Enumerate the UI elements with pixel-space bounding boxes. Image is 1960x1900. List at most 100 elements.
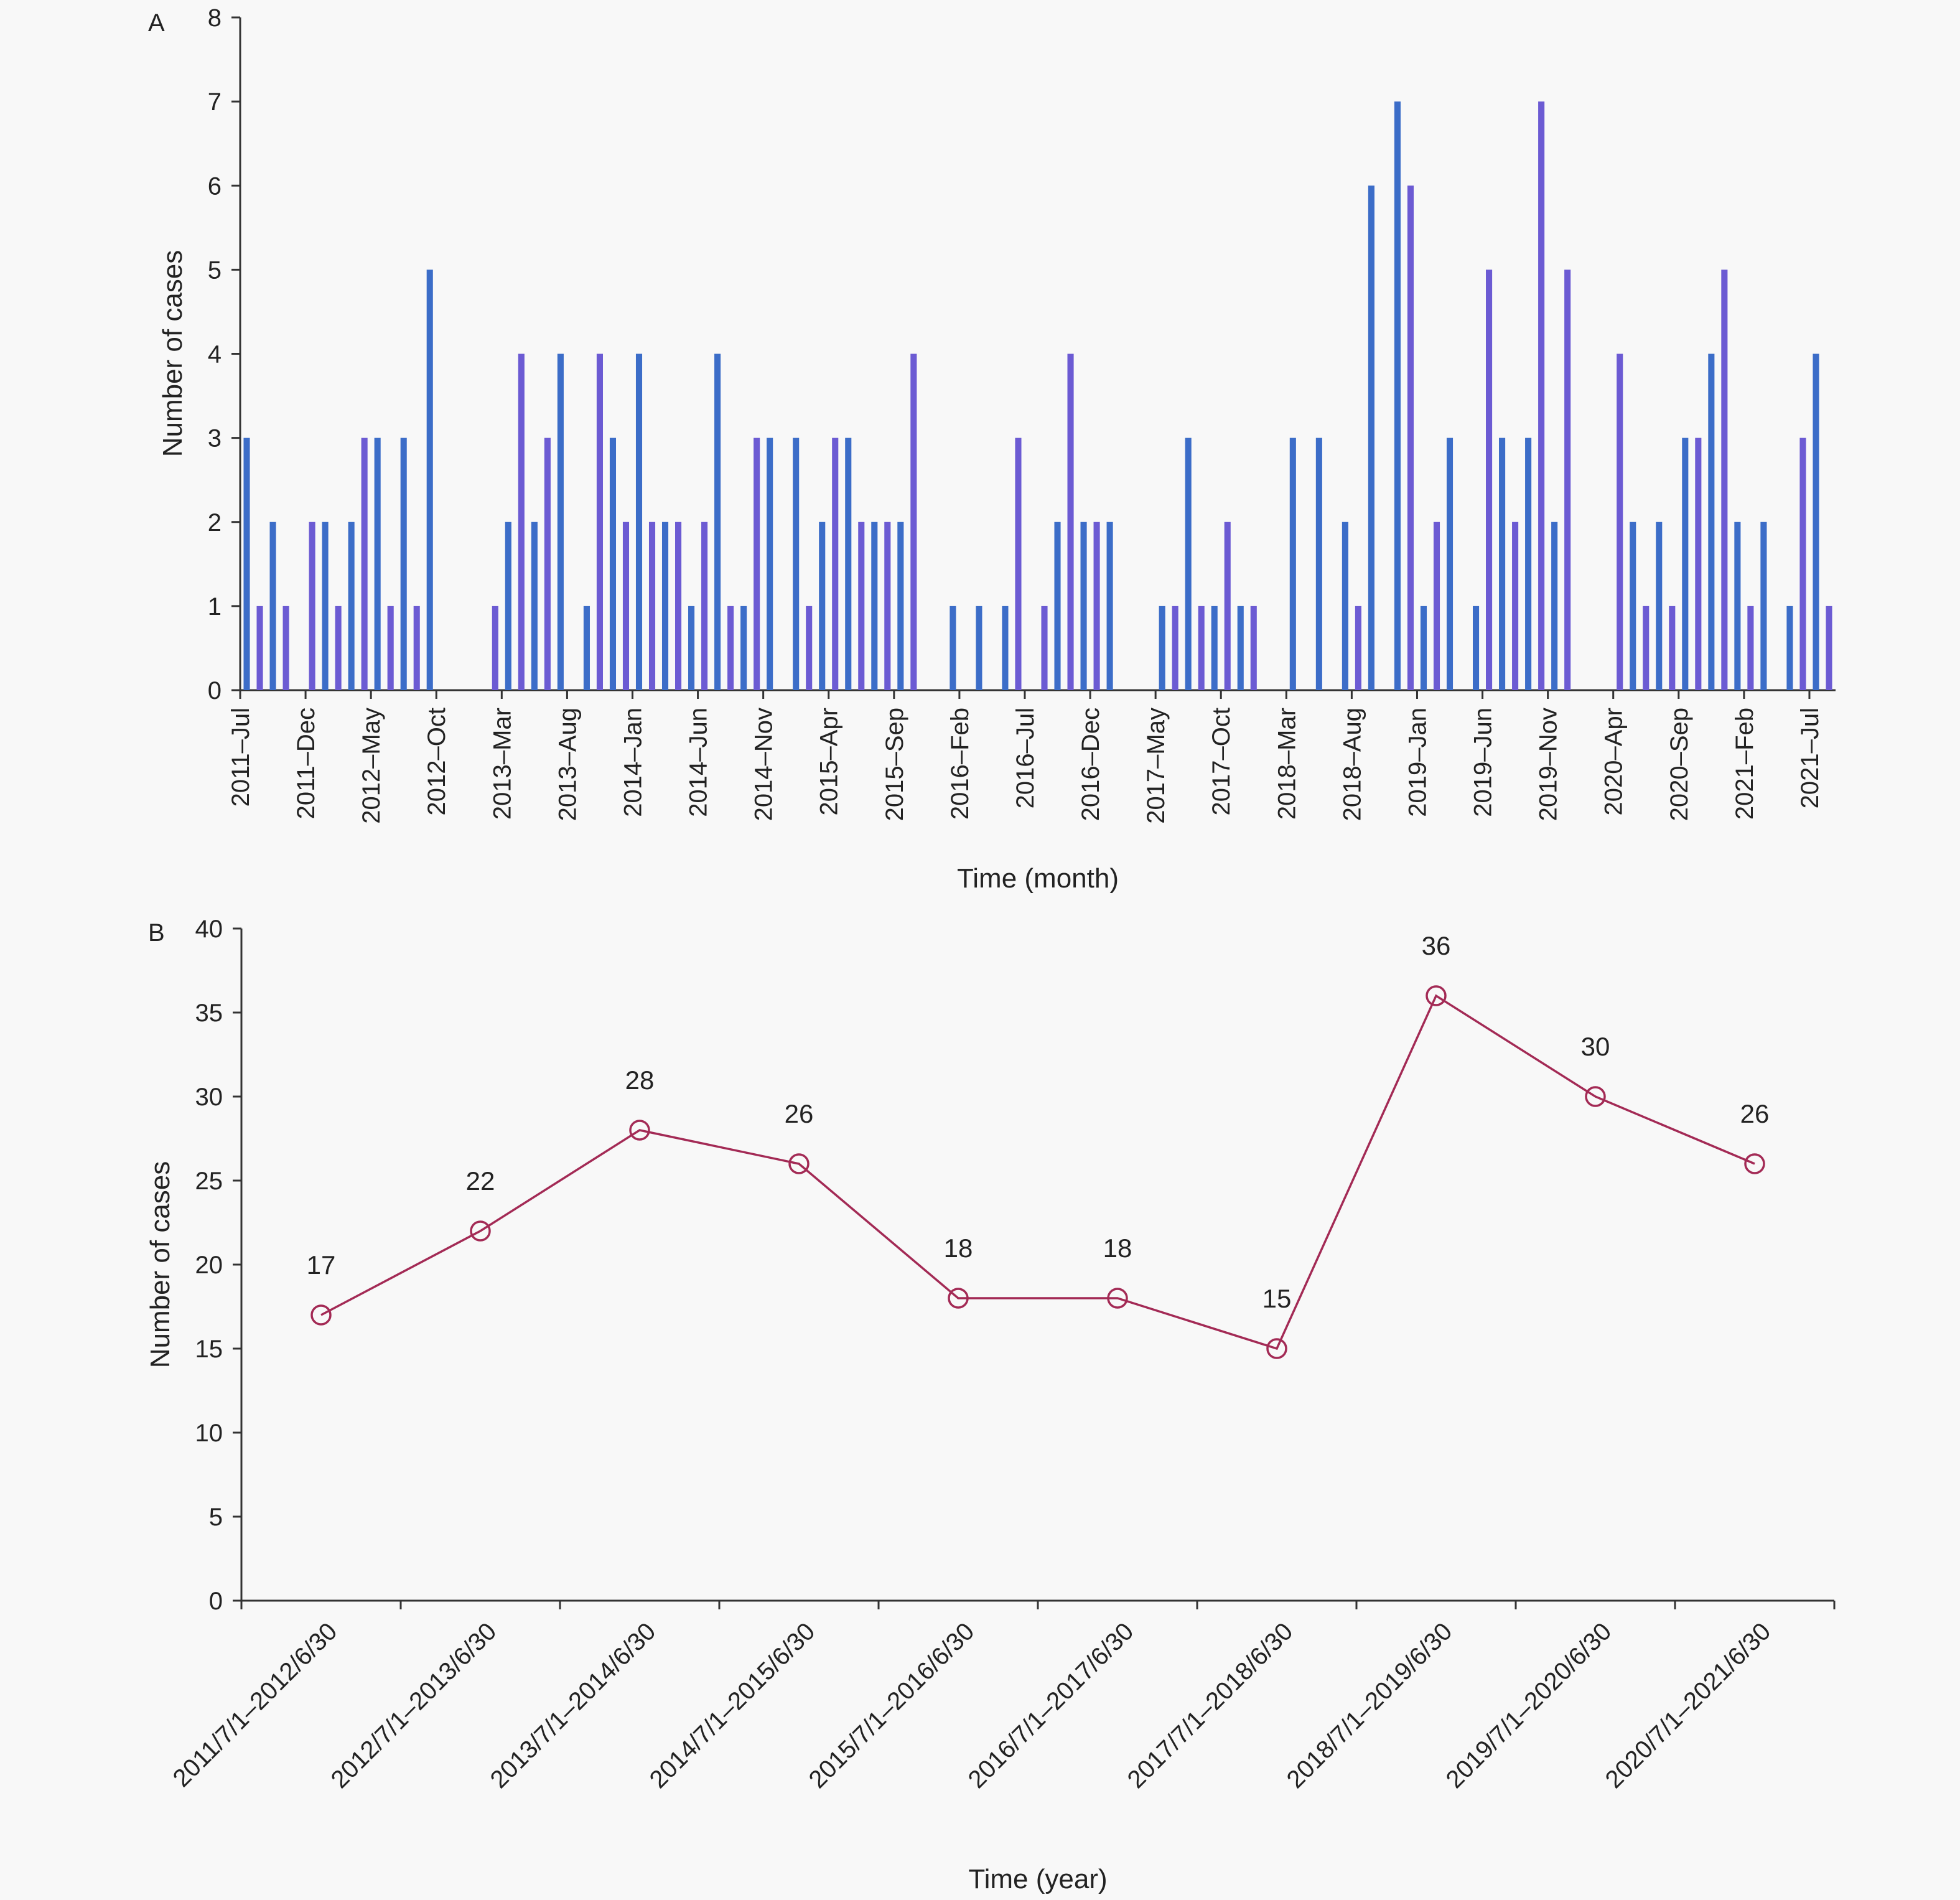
panel-a-bar <box>1342 522 1348 690</box>
panel-a-bar <box>1786 606 1793 690</box>
panel-b-point <box>948 1288 969 1309</box>
panel-a-bar <box>1473 606 1480 690</box>
panel-a-bar <box>1525 438 1532 690</box>
panel-a-bar <box>806 606 813 690</box>
panel-a-bar <box>1747 606 1754 690</box>
panel-a-bar <box>1813 353 1819 690</box>
panel-b-data-label: 36 <box>1422 931 1451 960</box>
panel-a-bar-chart: A 0 1 2 3 4 5 6 7 8 2011–Jul 2011–Dec 2012–May 2012–O… <box>148 4 1836 894</box>
panel-a-x-tick-label: 2016–Jul <box>1012 708 1039 808</box>
panel-a-bar <box>505 522 511 690</box>
panel-a-bar <box>1315 438 1322 690</box>
panel-a-bar <box>1656 522 1663 690</box>
panel-b-letter: B <box>148 919 165 947</box>
panel-b-x-tick-label: 2013/7/1–2014/6/30 <box>485 1617 661 1794</box>
panel-a-bar <box>819 522 826 690</box>
panel-a-bar <box>635 353 643 690</box>
panel-a-bar <box>648 522 656 690</box>
panel-a-bar <box>1368 185 1374 690</box>
panel-b-x-tick-label: 2018/7/1–2019/6/30 <box>1282 1617 1458 1794</box>
panel-a-bar <box>976 606 982 690</box>
panel-a-bar <box>1826 606 1832 690</box>
panel-b-point <box>1107 1288 1128 1309</box>
panel-a-bar <box>1499 438 1506 690</box>
panel-a-bar <box>1185 438 1192 690</box>
panel-a-x-tick-label: 2012–May <box>358 708 385 824</box>
panel-b-x-tick-label: 2019/7/1–2020/6/30 <box>1441 1617 1617 1794</box>
panel-a-y-tick-label: 6 <box>208 172 222 200</box>
panel-a-x-tick-label: 2019–Jan <box>1404 708 1431 817</box>
panel-a-bar <box>661 522 669 690</box>
panel-b-data-label: 30 <box>1581 1032 1610 1061</box>
panel-a-x-tick-label: 2012–Oct <box>423 708 450 815</box>
panel-a-x-tick-label: 2014–Jun <box>685 708 712 817</box>
panel-b-x-tick-label: 2014/7/1–2015/6/30 <box>645 1617 821 1794</box>
panel-a-bar <box>256 606 263 690</box>
panel-a-x-tick-label: 2016–Dec <box>1077 708 1104 821</box>
panel-b-point <box>310 1304 332 1326</box>
panel-a-bar <box>282 606 289 690</box>
panel-a-bar <box>492 606 498 690</box>
panel-a-bar <box>387 606 394 690</box>
panel-a-bar <box>1106 522 1113 690</box>
panel-a-bar <box>754 438 760 690</box>
panel-a-bar <box>884 522 891 690</box>
panel-a-x-tick-label: 2018–Mar <box>1273 708 1300 820</box>
panel-a-bar <box>1669 606 1676 690</box>
panel-a-bar <box>1799 438 1806 690</box>
panel-a-bar <box>1198 606 1205 690</box>
panel-a-bar <box>1407 185 1414 690</box>
panel-a-bar <box>740 606 747 690</box>
panel-a-bar <box>1721 269 1728 690</box>
panel-b-data-label: 22 <box>466 1166 495 1196</box>
panel-a-bar <box>609 438 617 690</box>
panel-a-bar <box>1250 606 1257 690</box>
panel-a-y-tick-label: 8 <box>208 4 222 32</box>
panel-a-bar <box>727 606 734 690</box>
panel-a-x-tick-label: 2020–Apr <box>1600 708 1628 815</box>
panel-a-bar <box>845 438 852 690</box>
panel-a-bar <box>1237 606 1244 690</box>
panel-a-bar <box>1159 606 1165 690</box>
panel-a-bar <box>1760 522 1767 690</box>
panel-a-bar <box>793 438 800 690</box>
panel-a-bar <box>1394 101 1401 690</box>
panel-b-point <box>1426 985 1447 1006</box>
panel-b-y-tick-label: 0 <box>209 1588 223 1615</box>
panel-b-x-tick-label: 2012/7/1–2013/6/30 <box>326 1617 502 1794</box>
panel-b-point <box>788 1153 810 1174</box>
panel-b-data-label: 28 <box>625 1065 655 1095</box>
panel-a-bar <box>557 353 564 690</box>
panel-a-bar <box>622 522 630 690</box>
panel-a-bar <box>1211 606 1218 690</box>
panel-a-y-axis-title: Number of cases <box>157 250 188 457</box>
panel-b-x-tick-label: 2011/7/1–2012/6/30 <box>168 1617 343 1792</box>
panel-b-y-tick-label: 30 <box>195 1083 223 1111</box>
panel-a-x-tick-label: 2013–Aug <box>554 708 581 821</box>
panel-a-bar <box>1093 522 1100 690</box>
panel-b-point <box>470 1220 491 1242</box>
panel-a-bar <box>1734 522 1741 690</box>
panel-a-y-tick-label: 5 <box>208 256 222 284</box>
panel-a-bar <box>1695 438 1702 690</box>
panel-a-bar <box>1355 606 1361 690</box>
panel-a-bar <box>1054 522 1061 690</box>
panel-a-x-tick-label: 2020–Sep <box>1666 708 1693 821</box>
panel-a-bar <box>1433 522 1440 690</box>
panel-a-x-tick-label: 2021–Feb <box>1731 708 1758 820</box>
panel-a-bar <box>1564 269 1571 690</box>
panel-a-bar <box>1172 606 1178 690</box>
panel-a-bar <box>596 353 603 690</box>
panel-a-x-tick-label: 2018–Aug <box>1338 708 1366 821</box>
panel-a-bar <box>871 522 878 690</box>
panel-a-letter: A <box>148 9 165 37</box>
panel-b-data-label: 26 <box>785 1099 814 1128</box>
panel-b-x-tick-label: 2016/7/1–2017/6/30 <box>963 1617 1139 1794</box>
panel-a-x-tick-label: 2011–Jul <box>227 708 254 807</box>
panel-a-bar <box>832 438 839 690</box>
panel-a-y-tick-label: 0 <box>208 677 222 704</box>
panel-b-line-chart: B 0 5 10 15 20 25 30 35 40 17 22 28 26 18 18 15 36 30 26 201… <box>145 915 1836 1894</box>
panel-a-bar <box>1682 438 1689 690</box>
panel-b-point <box>629 1120 650 1141</box>
panel-a-x-tick-label: 2019–Nov <box>1535 708 1562 821</box>
